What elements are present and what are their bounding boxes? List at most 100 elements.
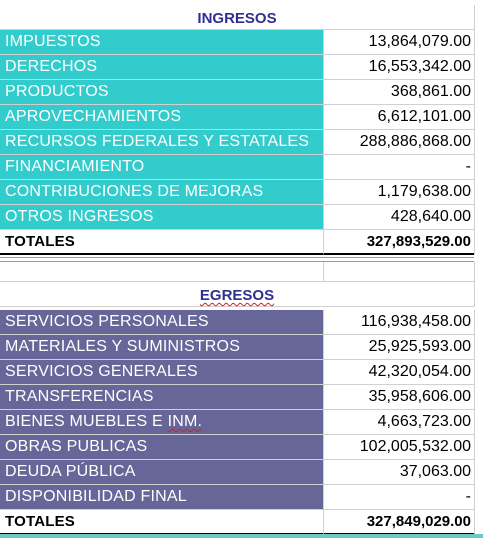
row-label: OTROS INGRESOS: [5, 208, 154, 225]
label-cell[interactable]: MATERIALES Y SUMINISTROS: [0, 335, 324, 360]
row-value: 4,663,723.00: [377, 413, 471, 430]
value-cell[interactable]: 13,864,079.00: [324, 30, 474, 55]
row-value: -: [465, 488, 471, 505]
row-value: 1,179,638.00: [377, 183, 471, 200]
value-cell[interactable]: 368,861.00: [324, 80, 474, 105]
row-value: 116,938,458.00: [360, 313, 471, 330]
label-cell[interactable]: SERVICIOS PERSONALES: [0, 310, 324, 335]
table-row: DERECHOS 16,553,342.00: [0, 55, 483, 80]
row-value: 16,553,342.00: [368, 58, 471, 75]
value-cell[interactable]: -: [324, 485, 474, 510]
row-label: IMPUESTOS: [5, 33, 101, 50]
table-row: RECURSOS FEDERALES Y ESTATALES 288,886,8…: [0, 130, 483, 155]
table-row: DEUDA PÚBLICA 37,063.00: [0, 460, 483, 485]
table-row: OTROS INGRESOS 428,640.00: [0, 205, 483, 230]
table-row: SERVICIOS PERSONALES 116,938,458.00: [0, 310, 483, 335]
label-cell[interactable]: DERECHOS: [0, 55, 324, 80]
row-label: FINANCIAMIENTO: [5, 158, 145, 175]
total-label-cell[interactable]: TOTALES: [0, 510, 324, 535]
value-cell[interactable]: 428,640.00: [324, 205, 474, 230]
value-cell[interactable]: 116,938,458.00: [324, 310, 474, 335]
ingresos-title-cell[interactable]: INGRESOS: [0, 5, 474, 30]
table-row: FINANCIAMIENTO -: [0, 155, 483, 180]
table-row: CONTRIBUCIONES DE MEJORAS 1,179,638.00: [0, 180, 483, 205]
total-label-cell[interactable]: TOTALES: [0, 230, 324, 255]
label-cell[interactable]: SERVICIOS GENERALES: [0, 360, 324, 385]
total-label: TOTALES: [5, 233, 76, 250]
label-cell[interactable]: PRODUCTOS: [0, 80, 324, 105]
total-value-cell[interactable]: 327,849,029.00: [324, 510, 474, 535]
value-cell[interactable]: 4,663,723.00: [324, 410, 474, 435]
row-label: SERVICIOS PERSONALES: [5, 313, 209, 330]
row-value: 368,861.00: [390, 83, 471, 100]
value-cell[interactable]: 35,958,606.00: [324, 385, 474, 410]
value-cell[interactable]: 37,063.00: [324, 460, 474, 485]
label-cell[interactable]: DISPONIBILIDAD FINAL: [0, 485, 324, 510]
ingresos-header-row: INGRESOS: [0, 5, 483, 30]
row-label: SERVICIOS GENERALES: [5, 363, 198, 380]
row-value: 6,612,101.00: [377, 108, 471, 125]
row-value: -: [465, 158, 471, 175]
egresos-header-row: EGRESOS: [0, 282, 483, 307]
value-cell[interactable]: 288,886,868.00: [324, 130, 474, 155]
egresos-total-row: TOTALES 327,849,029.00: [0, 510, 483, 535]
row-label: PRODUCTOS: [5, 83, 109, 100]
row-value: 13,864,079.00: [368, 33, 471, 50]
row-label: MATERIALES Y SUMINISTROS: [5, 338, 241, 355]
value-cell[interactable]: 16,553,342.00: [324, 55, 474, 80]
label-cell[interactable]: RECURSOS FEDERALES Y ESTATALES: [0, 130, 324, 155]
row-label: DEUDA PÚBLICA: [5, 463, 136, 480]
row-value: 288,886,868.00: [359, 133, 471, 150]
total-value: 327,849,029.00: [366, 513, 471, 530]
table-row: MATERIALES Y SUMINISTROS 25,925,593.00: [0, 335, 483, 360]
empty-cell[interactable]: [324, 262, 474, 282]
table-row: PRODUCTOS 368,861.00: [0, 80, 483, 105]
egresos-title-cell[interactable]: EGRESOS: [0, 282, 474, 307]
label-cell[interactable]: DEUDA PÚBLICA: [0, 460, 324, 485]
value-cell[interactable]: 102,005,532.00: [324, 435, 474, 460]
row-label: RECURSOS FEDERALES Y ESTATALES: [5, 133, 310, 150]
row-value: 428,640.00: [390, 208, 471, 225]
value-cell[interactable]: 6,612,101.00: [324, 105, 474, 130]
row-value: 102,005,532.00: [359, 438, 471, 455]
table-row: OBRAS PUBLICAS 102,005,532.00: [0, 435, 483, 460]
row-value: 25,925,593.00: [368, 338, 471, 355]
total-value: 327,893,529.00: [366, 233, 471, 250]
row-label: TRANSFERENCIAS: [5, 388, 154, 405]
ingresos-title: INGRESOS: [197, 10, 277, 27]
empty-cell[interactable]: [0, 262, 324, 282]
table-row: APROVECHAMIENTOS 6,612,101.00: [0, 105, 483, 130]
label-cell[interactable]: FINANCIAMIENTO: [0, 155, 324, 180]
value-cell[interactable]: 1,179,638.00: [324, 180, 474, 205]
row-value: 37,063.00: [399, 463, 471, 480]
ingresos-total-row: TOTALES 327,893,529.00: [0, 230, 483, 255]
row-label: DISPONIBILIDAD FINAL: [5, 488, 187, 505]
value-cell[interactable]: 25,925,593.00: [324, 335, 474, 360]
label-cell[interactable]: TRANSFERENCIAS: [0, 385, 324, 410]
label-cell[interactable]: BIENES MUEBLES E INM.: [0, 410, 324, 435]
empty-row: [0, 262, 483, 282]
label-cell[interactable]: OTROS INGRESOS: [0, 205, 324, 230]
row-value: 35,958,606.00: [368, 388, 471, 405]
total-value-cell[interactable]: 327,893,529.00: [324, 230, 474, 255]
double-rule-divider: [0, 257, 474, 262]
table-row: DISPONIBILIDAD FINAL -: [0, 485, 483, 510]
row-label: APROVECHAMIENTOS: [5, 108, 182, 125]
row-label-main: BIENES MUEBLES E: [5, 413, 168, 430]
row-label: DERECHOS: [5, 58, 98, 75]
value-cell[interactable]: -: [324, 155, 474, 180]
label-cell[interactable]: OBRAS PUBLICAS: [0, 435, 324, 460]
table-row: BIENES MUEBLES E INM. 4,663,723.00: [0, 410, 483, 435]
table-row: IMPUESTOS 13,864,079.00: [0, 30, 483, 55]
row-label-abbrev: INM.: [167, 413, 203, 430]
label-cell[interactable]: CONTRIBUCIONES DE MEJORAS: [0, 180, 324, 205]
row-label: OBRAS PUBLICAS: [5, 438, 148, 455]
row-value: 42,320,054.00: [368, 363, 471, 380]
next-row-fill-strip: [0, 534, 483, 538]
label-cell[interactable]: IMPUESTOS: [0, 30, 324, 55]
row-label: CONTRIBUCIONES DE MEJORAS: [5, 183, 264, 200]
value-cell[interactable]: 42,320,054.00: [324, 360, 474, 385]
table-row: SERVICIOS GENERALES 42,320,054.00: [0, 360, 483, 385]
label-cell[interactable]: APROVECHAMIENTOS: [0, 105, 324, 130]
